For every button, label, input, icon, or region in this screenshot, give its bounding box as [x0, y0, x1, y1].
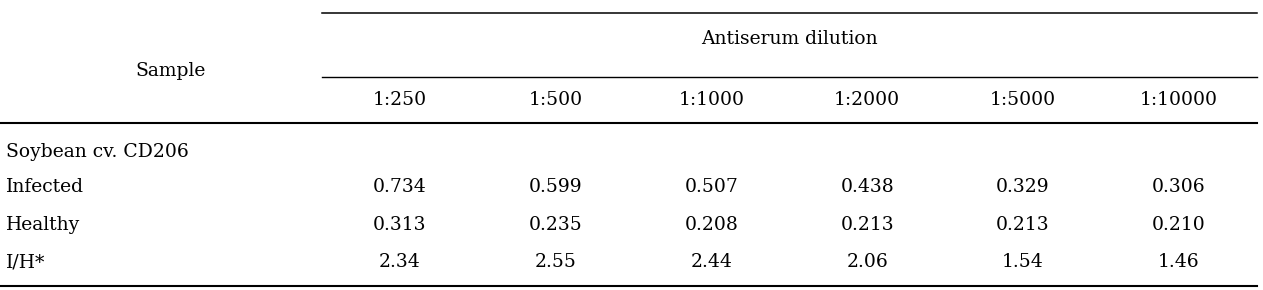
Text: Antiserum dilution: Antiserum dilution: [701, 30, 878, 48]
Text: 1:5000: 1:5000: [990, 91, 1056, 109]
Text: 0.235: 0.235: [529, 216, 582, 234]
Text: 0.210: 0.210: [1152, 216, 1206, 234]
Text: I/H*: I/H*: [6, 253, 45, 271]
Text: 0.213: 0.213: [840, 216, 894, 234]
Text: 0.213: 0.213: [997, 216, 1050, 234]
Text: 0.438: 0.438: [840, 178, 894, 196]
Text: 0.329: 0.329: [997, 178, 1050, 196]
Text: 0.599: 0.599: [529, 178, 582, 196]
Text: 0.208: 0.208: [685, 216, 739, 234]
Text: Sample: Sample: [135, 62, 206, 80]
Text: 0.306: 0.306: [1152, 178, 1206, 196]
Text: 0.507: 0.507: [685, 178, 739, 196]
Text: 1:500: 1:500: [529, 91, 582, 109]
Text: 1:250: 1:250: [373, 91, 427, 109]
Text: 2.44: 2.44: [691, 253, 733, 271]
Text: 2.55: 2.55: [534, 253, 577, 271]
Text: 0.734: 0.734: [373, 178, 427, 196]
Text: 2.06: 2.06: [846, 253, 888, 271]
Text: 1:1000: 1:1000: [678, 91, 744, 109]
Text: 1:10000: 1:10000: [1139, 91, 1218, 109]
Text: 1.46: 1.46: [1158, 253, 1200, 271]
Text: 2.34: 2.34: [379, 253, 421, 271]
Text: Healthy: Healthy: [6, 216, 81, 234]
Text: Soybean cv. CD206: Soybean cv. CD206: [6, 143, 189, 161]
Text: 0.313: 0.313: [373, 216, 427, 234]
Text: 1:2000: 1:2000: [834, 91, 901, 109]
Text: Infected: Infected: [6, 178, 85, 196]
Text: 1.54: 1.54: [1002, 253, 1045, 271]
